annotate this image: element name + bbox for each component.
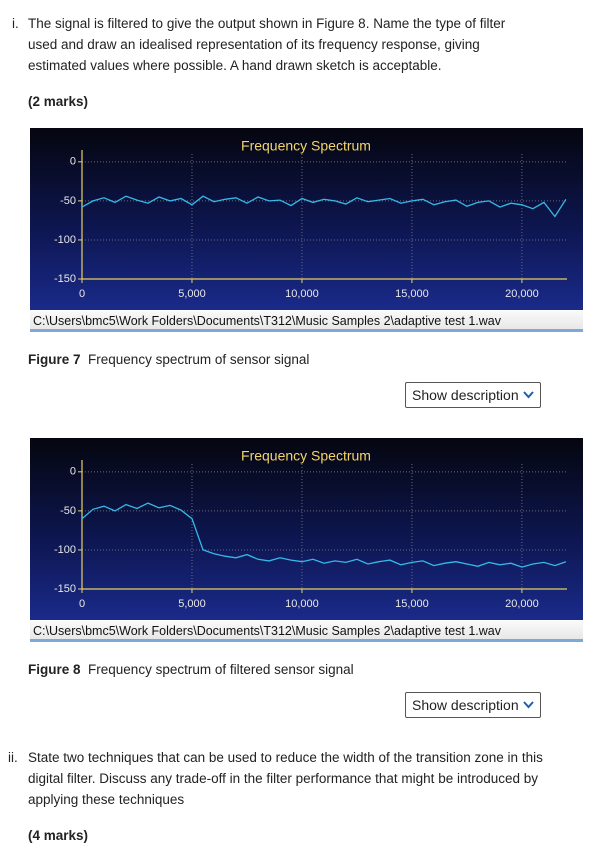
show-description-button[interactable]: Show description	[405, 382, 541, 408]
button-label: Show description	[412, 387, 519, 403]
caption-text: Frequency spectrum of sensor signal	[88, 352, 310, 367]
chevron	[523, 701, 534, 709]
x-tick-label: 0	[79, 598, 85, 610]
x-tick-label: 15,000	[395, 288, 429, 300]
status-bar: C:\Users\bmc5\Work Folders\Documents\T31…	[30, 621, 583, 642]
chart-title: Frequency Spectrum	[241, 448, 371, 464]
marks: (2 marks)	[28, 94, 89, 109]
question-label: i.	[12, 16, 19, 31]
x-tick-label: 20,000	[505, 598, 539, 610]
chart-background	[30, 438, 583, 620]
chart-title: Frequency Spectrum	[241, 138, 371, 154]
y-tick-label: -50	[60, 195, 76, 207]
caption-label: Figure 8	[28, 662, 81, 677]
x-tick-label: 5,000	[178, 598, 206, 610]
question-label: ii.	[8, 750, 18, 765]
chart-background	[30, 128, 583, 310]
figure-caption: Figure 8 Frequency spectrum of filtered …	[28, 662, 354, 677]
spectrum-line	[81, 502, 567, 568]
x-tick-label: 5,000	[178, 288, 206, 300]
x-tick-label: 15,000	[395, 598, 429, 610]
figure-caption: Figure 7 Frequency spectrum of sensor si…	[28, 352, 309, 367]
question-text: The signal is filtered to give the outpu…	[28, 16, 506, 73]
status-bar: C:\Users\bmc5\Work Folders\Documents\T31…	[30, 311, 583, 332]
x-tick-label: 10,000	[285, 288, 319, 300]
caption-text: Frequency spectrum of filtered sensor si…	[88, 662, 354, 677]
y-tick-label: -50	[60, 505, 76, 517]
button-label: Show description	[412, 697, 519, 713]
y-tick-label: 0	[70, 466, 76, 478]
marks: (4 marks)	[28, 828, 89, 843]
x-tick-label: 0	[79, 288, 85, 300]
caption-label: Figure 7	[28, 352, 81, 367]
y-tick-label: -150	[54, 273, 76, 285]
y-tick-label: -100	[54, 234, 76, 246]
spectrum-line	[81, 195, 567, 218]
y-tick-label: 0	[70, 156, 76, 168]
question-text: State two techniques that can be used to…	[28, 750, 543, 807]
y-tick-label: -100	[54, 544, 76, 556]
x-tick-label: 10,000	[285, 598, 319, 610]
x-tick-label: 20,000	[505, 288, 539, 300]
y-tick-label: -150	[54, 583, 76, 595]
show-description-button[interactable]: Show description	[405, 692, 541, 718]
chevron	[523, 391, 534, 399]
